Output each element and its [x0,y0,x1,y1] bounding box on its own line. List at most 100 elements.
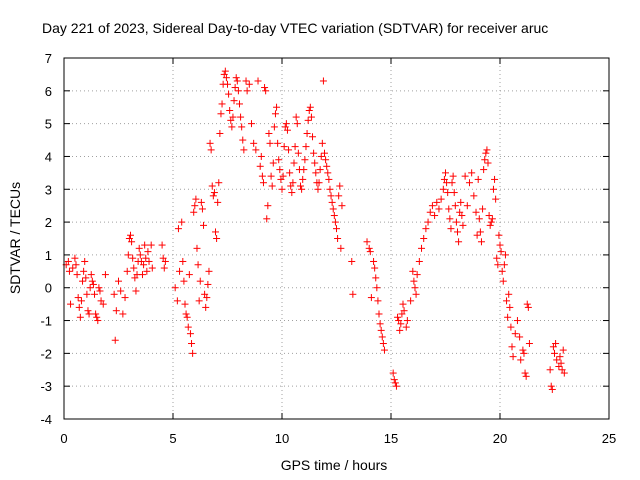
data-point [273,103,281,111]
data-point [497,248,505,256]
data-point [190,208,198,216]
data-point [266,139,274,147]
data-point [88,277,96,285]
data-point [457,198,465,206]
data-point [200,221,208,229]
data-point [504,313,512,321]
data-point [479,205,487,213]
data-point [348,257,356,265]
data-point [374,297,382,305]
data-point [297,182,305,190]
data-point [323,162,331,170]
data-point [444,189,452,197]
data-point [435,205,443,213]
data-point [304,116,312,124]
data-point [197,198,205,206]
data-point [276,166,284,174]
data-point [84,307,92,315]
data-point [552,340,560,348]
data-point [259,179,267,187]
data-point [202,303,210,311]
data-point [315,179,323,187]
data-point [407,297,415,305]
data-point [509,353,517,361]
data-point [333,225,340,233]
data-point [422,225,430,233]
data-point [76,313,84,321]
data-point [119,310,127,318]
data-point [493,254,501,262]
data-point [379,340,387,348]
data-point [298,185,306,193]
data-point [234,87,242,95]
data-point [318,139,326,147]
data-point [221,67,229,75]
data-point [205,267,213,275]
data-point [178,218,186,226]
plot-frame [63,57,610,420]
data-point [317,152,325,160]
data-point [302,143,310,151]
data-point [142,254,150,262]
data-point [337,244,345,252]
data-point [77,297,85,305]
data-point [556,353,564,361]
data-point [511,330,519,338]
data-point [72,261,80,269]
data-point [294,149,302,157]
data-point [140,261,148,269]
data-point [138,271,146,279]
data-point [67,300,75,308]
data-point [396,326,404,334]
data-point [409,267,417,275]
data-point [256,162,264,170]
data-point [194,261,202,269]
data-point [231,84,239,92]
data-point [144,248,152,256]
data-point [503,297,511,305]
data-point [517,356,525,364]
data-point [115,277,122,285]
data-point [433,198,441,206]
data-point [507,323,515,331]
data-point [186,330,194,338]
data-point [299,175,307,183]
data-point [141,241,149,249]
y-axis-title: SDTVAR / TECUs [7,182,23,294]
data-point [161,257,169,265]
x-tick-label: 15 [384,431,398,446]
data-point [182,310,190,318]
data-point [209,192,217,200]
data-point [73,271,81,279]
data-point [135,244,143,252]
data-point [129,254,137,262]
data-point [524,303,532,311]
data-point [230,97,238,105]
data-point [327,192,335,200]
data-point [86,284,94,292]
data-point [81,257,89,265]
data-point [74,294,82,302]
data-point [184,323,192,331]
data-point [229,113,237,121]
data-point [491,175,499,183]
data-point [418,244,426,252]
data-point [316,166,324,174]
data-point [311,159,319,167]
data-point [123,267,131,275]
data-point [64,257,72,265]
data-point [274,139,282,147]
data-point [508,343,516,351]
data-point [196,277,204,285]
data-point [485,212,493,220]
data-point [208,182,216,190]
data-point [445,205,453,213]
data-point [520,349,528,357]
y-tick-label: 3 [45,182,52,197]
data-point [188,340,196,348]
data-point [426,208,434,216]
data-point [148,264,156,272]
data-point [232,74,240,82]
y-tick-label: 2 [45,215,52,230]
data-point [95,284,103,292]
